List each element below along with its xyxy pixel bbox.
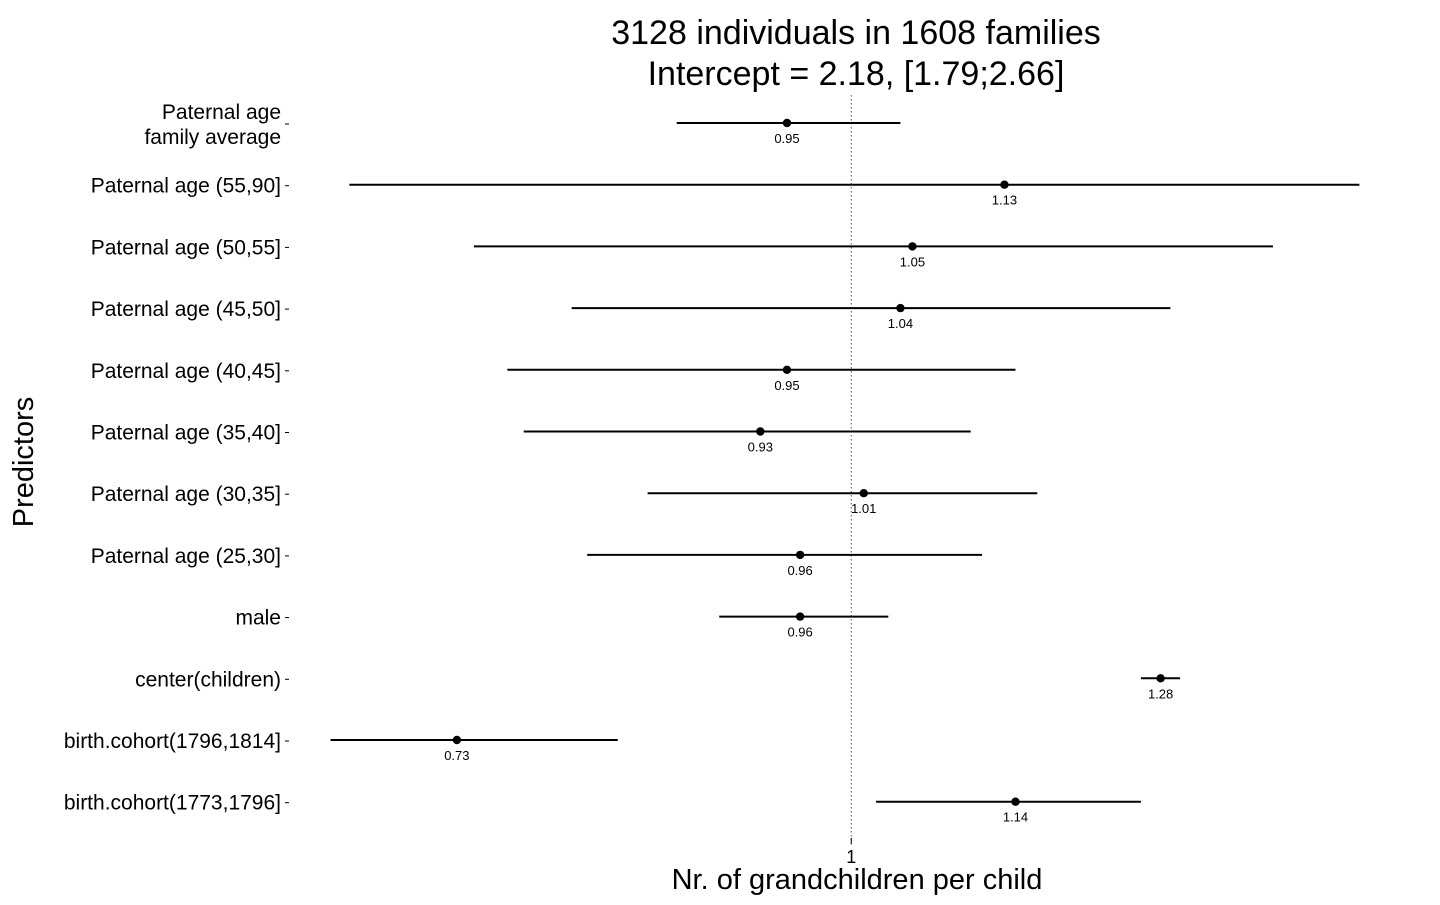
y-tick-label: Paternal age (45,50] [91, 298, 281, 321]
data-label: 0.95 [774, 131, 799, 146]
y-tick-label: Paternal age [162, 101, 281, 124]
y-tick-label: family average [144, 126, 281, 149]
data-label: 0.73 [444, 748, 469, 763]
estimate-point [859, 489, 868, 498]
y-tick-label: center(children) [135, 668, 281, 691]
y-tick-label: Paternal age (25,30] [91, 545, 281, 568]
estimate-point [452, 735, 462, 745]
data-label: 0.96 [787, 563, 812, 578]
x-axis-title: Nr. of grandchildren per child [672, 864, 1043, 896]
data-label: 1.01 [851, 501, 876, 516]
data-label: 1.05 [900, 254, 925, 269]
data-label: 0.95 [774, 378, 799, 393]
x-tick-label: 1 [846, 847, 856, 867]
data-label: 1.13 [992, 193, 1017, 208]
y-axis-title: Predictors [8, 397, 40, 528]
y-tick-label: birth.cohort(1796,1814] [64, 730, 281, 753]
estimate-point [795, 550, 805, 560]
data-label: 1.04 [888, 316, 913, 331]
data-label: 0.96 [787, 625, 812, 640]
estimate-point [896, 303, 905, 313]
estimate-point [908, 242, 917, 251]
estimate-point [782, 365, 792, 374]
y-tick-label: Paternal age (50,55] [91, 236, 281, 259]
estimate-point [782, 118, 792, 128]
data-label: 1.14 [1003, 810, 1028, 825]
y-tick-label: Paternal age (35,40] [91, 422, 281, 445]
chart-title-line1: 3128 individuals in 1608 families [611, 14, 1101, 52]
data-label: 1.28 [1148, 686, 1173, 701]
y-tick-label: Paternal age (30,35] [91, 483, 281, 506]
estimate-point [1156, 674, 1165, 683]
estimate-point [756, 427, 765, 436]
y-tick-label: Paternal age (55,90] [91, 175, 281, 198]
y-tick-label: Paternal age (40,45] [91, 360, 281, 383]
estimate-point [1000, 180, 1009, 189]
chart-title-line2: Intercept = 2.18, [1.79;2.66] [648, 55, 1065, 93]
y-tick-label: male [235, 607, 281, 630]
estimate-point [795, 612, 805, 621]
data-label: 0.93 [748, 440, 773, 455]
estimate-point [1011, 797, 1020, 806]
y-tick-label: birth.cohort(1773,1796] [64, 792, 281, 815]
